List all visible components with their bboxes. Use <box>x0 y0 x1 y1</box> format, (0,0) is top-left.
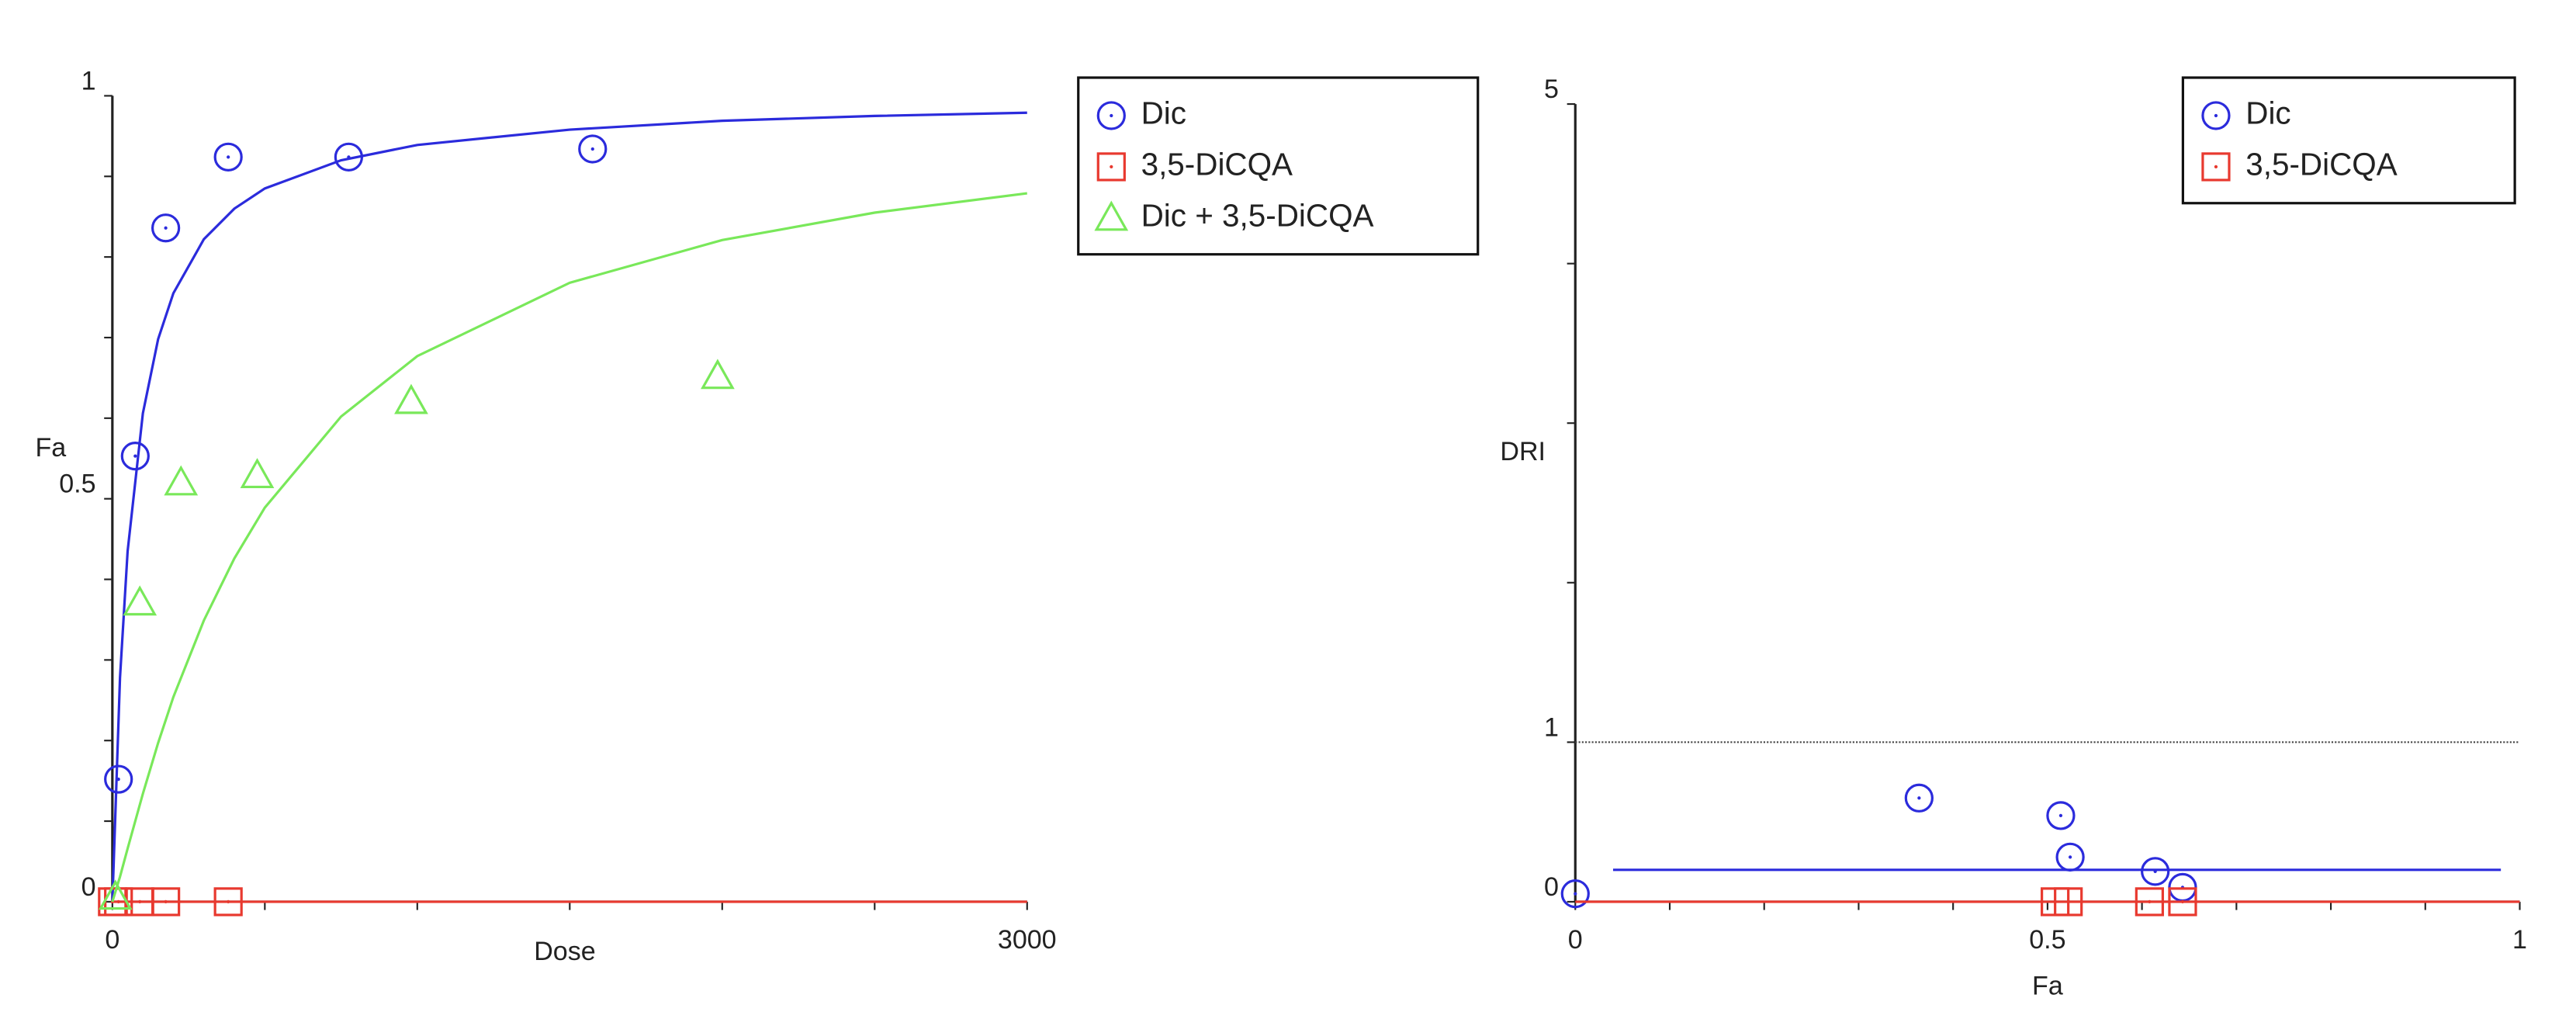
y-tick-label: 1 <box>1544 712 1559 742</box>
marker-dot <box>164 899 168 904</box>
marker-dot <box>1574 892 1577 896</box>
y-axis-label: Fa <box>36 433 67 463</box>
point <box>1560 879 1590 909</box>
legend-marker <box>2201 152 2231 182</box>
legend-label: Dic <box>2245 95 2290 131</box>
point <box>2055 842 2085 872</box>
legend-marker <box>1096 101 1126 130</box>
point <box>2054 887 2083 917</box>
marker-dot <box>1110 165 1113 169</box>
legend: Dic 3,5-DiCQA <box>2181 76 2516 205</box>
x-tick-label: 0 <box>105 925 119 955</box>
marker-dot <box>133 454 137 458</box>
legend-marker <box>1094 200 1129 231</box>
y-tick-label: 0 <box>1544 872 1559 902</box>
point <box>213 142 243 172</box>
legend-marker <box>2201 101 2231 130</box>
y-tick-label: 0.5 <box>59 470 95 499</box>
marker-dot <box>2058 813 2063 818</box>
legend: Dic 3,5-DiCQA Dic + 3,5-DiCQA <box>1077 76 1480 256</box>
marker-dot <box>2214 113 2218 118</box>
point <box>151 887 181 917</box>
point <box>394 383 428 414</box>
point <box>2046 801 2076 830</box>
point <box>120 442 150 471</box>
marker-dot <box>2148 899 2152 904</box>
x-tick-label: 3000 <box>998 925 1057 955</box>
x-axis-label: Dose <box>534 937 595 966</box>
x-tick-label: 0.5 <box>2029 925 2065 955</box>
marker-dot <box>2153 869 2157 873</box>
x-tick-label: 0 <box>1568 925 1583 955</box>
legend-label: Dic + 3,5-DiCQA <box>1141 198 1374 234</box>
point <box>98 879 133 910</box>
marker-dot <box>138 899 142 904</box>
point <box>334 142 364 172</box>
marker-dot <box>590 147 594 151</box>
point <box>164 465 199 496</box>
marker-dot <box>227 155 230 159</box>
legend-box <box>2181 76 2516 205</box>
point <box>2141 857 2170 886</box>
legend-label: 3,5-DiCQA <box>1141 147 1293 182</box>
point <box>2168 887 2197 917</box>
y-tick-label: 1 <box>81 66 96 95</box>
point <box>151 213 181 243</box>
point <box>123 585 158 616</box>
y-axis-label: DRI <box>1500 437 1546 466</box>
marker-dot <box>1110 113 1113 118</box>
x-axis-label: Fa <box>2032 972 2063 1001</box>
marker-dot <box>164 226 168 230</box>
y-tick-label: 5 <box>1544 75 1559 104</box>
point <box>213 887 243 917</box>
point <box>701 359 735 390</box>
fit-curve <box>111 111 1027 902</box>
x-tick-label: 1 <box>2512 925 2527 955</box>
point <box>1904 783 1934 813</box>
point <box>240 458 275 489</box>
marker-dot <box>116 777 120 782</box>
marker-dot <box>116 899 120 904</box>
legend-label: 3,5-DiCQA <box>2245 147 2397 182</box>
y-tick-label: 0 <box>81 872 96 902</box>
legend-label: Dic <box>1141 95 1186 131</box>
marker-dot <box>227 899 230 904</box>
legend-box <box>1077 76 1480 256</box>
point <box>104 764 133 794</box>
point <box>578 134 608 164</box>
marker-dot <box>2214 165 2218 169</box>
marker-dot <box>2180 899 2185 904</box>
fit-curve <box>111 192 1027 903</box>
marker-dot <box>2066 899 2070 904</box>
marker-dot <box>1917 796 1921 800</box>
point <box>2135 887 2164 917</box>
marker-dot <box>347 155 351 159</box>
legend-marker <box>1096 152 1126 182</box>
marker-dot <box>2068 855 2072 859</box>
